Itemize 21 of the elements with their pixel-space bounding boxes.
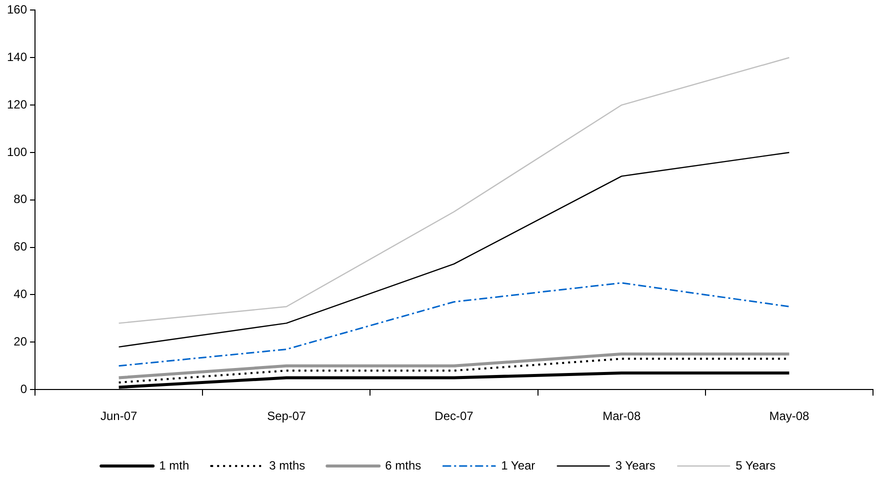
x-tick-label: Dec-07 [434,409,474,424]
legend-label: 1 mth [159,458,190,472]
y-tick-label: 20 [14,334,28,348]
x-tick-label: Mar-08 [602,409,641,424]
y-tick-label: 160 [6,2,28,17]
x-tick-label: Jun-07 [100,409,138,424]
x-tick-label: Sep-07 [267,409,306,424]
y-tick-label: 60 [14,240,28,254]
legend-label: 3 Years [615,458,656,472]
legend-label: 6 mths [385,458,422,472]
legend-label: 5 Years [736,458,776,472]
y-tick-label: 120 [6,97,28,112]
y-tick-label: 100 [6,144,28,159]
y-tick-label: 0 [20,382,28,396]
y-tick-label: 40 [14,287,28,302]
y-tick-label: 140 [6,50,28,64]
line-series [118,282,790,367]
legend-label: 3 mths [269,458,306,472]
y-tick-label: 80 [14,192,28,206]
legend-label: 1 Year [501,458,536,472]
x-tick-label: May-08 [769,409,810,424]
